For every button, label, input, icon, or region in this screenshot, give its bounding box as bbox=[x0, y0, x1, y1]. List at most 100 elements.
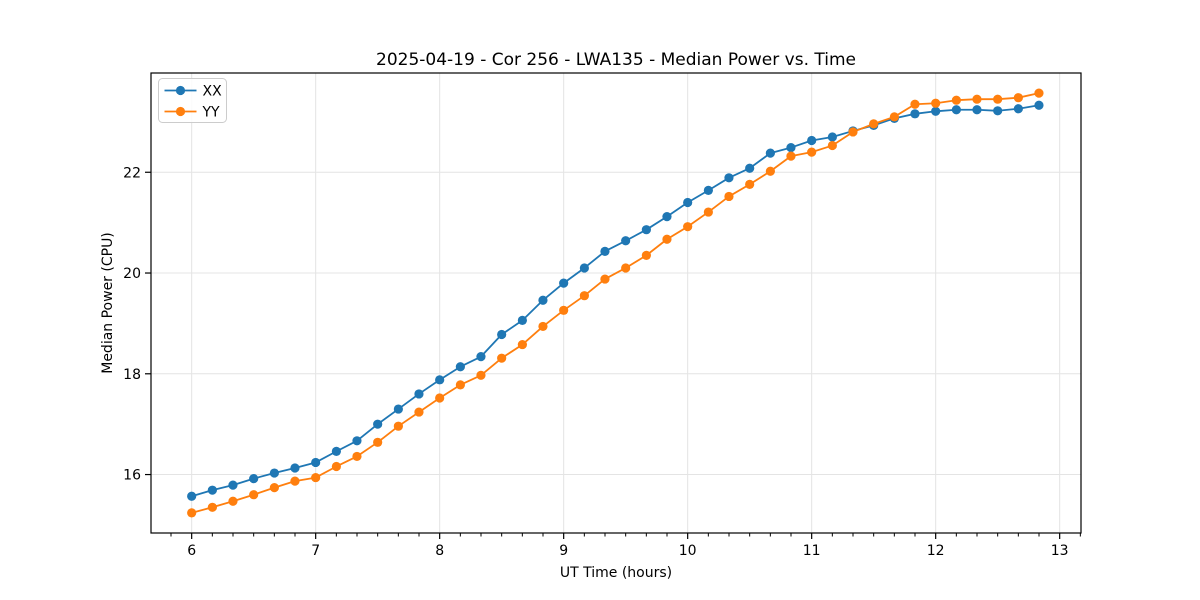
series-yy-marker bbox=[662, 234, 672, 244]
series-yy-marker bbox=[414, 407, 424, 417]
series-xx-marker bbox=[662, 211, 672, 222]
series-xx-marker bbox=[311, 457, 321, 468]
series-xx-marker bbox=[497, 329, 507, 340]
series-yy-marker bbox=[910, 99, 920, 109]
series-yy-marker bbox=[1034, 88, 1044, 98]
series-yy-marker bbox=[724, 191, 734, 202]
series-xx-marker bbox=[910, 109, 920, 119]
series-xx-marker bbox=[290, 463, 300, 473]
y-tick-label: 16 bbox=[123, 468, 141, 484]
series-xx-marker bbox=[951, 105, 961, 115]
series-yy-marker bbox=[207, 502, 217, 512]
x-tick-label: 12 bbox=[927, 543, 945, 559]
series-xx-marker bbox=[600, 246, 610, 256]
legend: XX YY bbox=[158, 78, 227, 123]
axes: 6 7 8 9 10 11 12 13 16 18 20 22 bbox=[123, 72, 1082, 559]
chart-title: 2025-04-19 - Cor 256 - LWA135 - Median P… bbox=[376, 50, 856, 70]
series-xx-marker bbox=[187, 491, 197, 501]
series-xx-marker bbox=[786, 142, 796, 153]
series-yy-marker bbox=[331, 461, 341, 472]
series-xx-marker bbox=[807, 135, 817, 146]
x-tick-label: 7 bbox=[311, 543, 320, 559]
series-yy-marker bbox=[393, 421, 403, 431]
series-xx-marker bbox=[765, 148, 775, 158]
series-yy-marker bbox=[1013, 93, 1023, 103]
series-yy-marker bbox=[435, 393, 445, 403]
y-axis-label: Median Power (CPU) bbox=[100, 232, 116, 374]
series-yy-marker bbox=[269, 483, 279, 493]
series-xx-marker bbox=[331, 446, 341, 456]
series-yy-marker bbox=[311, 472, 321, 483]
series-yy-marker bbox=[703, 207, 713, 217]
series-yy-marker bbox=[951, 95, 961, 105]
y-tick-label: 22 bbox=[123, 165, 141, 181]
series-yy-marker bbox=[579, 291, 589, 301]
x-tick-label: 8 bbox=[435, 543, 444, 559]
series-xx-marker bbox=[641, 225, 651, 235]
data-series bbox=[187, 88, 1044, 518]
series-xx-marker bbox=[993, 106, 1003, 116]
plot-border bbox=[150, 72, 1082, 534]
series-yy-marker bbox=[373, 437, 383, 447]
series-yy-marker bbox=[827, 140, 837, 151]
series-xx-marker bbox=[1013, 104, 1023, 114]
series-yy-marker bbox=[641, 250, 651, 260]
series-xx-marker bbox=[393, 404, 403, 414]
series-yy-marker bbox=[869, 119, 879, 129]
series-yy-line bbox=[191, 92, 1040, 514]
y-tick-label: 20 bbox=[123, 266, 141, 282]
series-xx-marker bbox=[414, 389, 424, 399]
x-axis-label: UT Time (hours) bbox=[560, 565, 672, 581]
series-yy-marker bbox=[352, 451, 362, 462]
series-yy-marker bbox=[621, 263, 631, 273]
series-xx-marker bbox=[435, 375, 445, 385]
series-yy-marker bbox=[497, 353, 507, 363]
series-yy-marker bbox=[476, 370, 486, 380]
series-yy-marker bbox=[538, 321, 548, 332]
series-yy-marker bbox=[517, 339, 527, 350]
series-xx-marker bbox=[621, 236, 631, 246]
series-xx-marker bbox=[455, 362, 465, 372]
series-yy-marker bbox=[559, 305, 569, 315]
x-tick-label: 13 bbox=[1051, 543, 1069, 559]
series-xx-marker bbox=[931, 106, 941, 116]
series-xx-line bbox=[191, 104, 1040, 498]
series-yy-marker bbox=[228, 496, 238, 506]
series-xx-marker bbox=[207, 485, 217, 495]
series-yy-marker bbox=[765, 166, 775, 176]
series-xx-marker bbox=[703, 185, 713, 195]
series-xx-marker bbox=[517, 315, 527, 325]
series-xx-marker bbox=[1034, 100, 1044, 110]
series-xx-marker bbox=[972, 105, 982, 115]
series-yy-marker bbox=[455, 380, 465, 390]
series-xx-marker bbox=[683, 197, 693, 208]
series-xx-marker bbox=[352, 436, 362, 446]
legend-marker-sample bbox=[175, 85, 186, 96]
series-xx-marker bbox=[724, 173, 734, 183]
series-yy-marker bbox=[290, 476, 300, 486]
series-xx-marker bbox=[538, 295, 548, 305]
series-yy-marker bbox=[889, 112, 899, 122]
grid-lines bbox=[151, 73, 1081, 533]
legend-marker-sample bbox=[175, 106, 186, 117]
series-yy-marker bbox=[683, 222, 693, 232]
x-tick-label: 6 bbox=[187, 543, 196, 559]
series-yy-marker bbox=[931, 98, 941, 108]
series-xx-marker bbox=[559, 278, 569, 288]
x-tick-label: 11 bbox=[803, 543, 821, 559]
x-tick-label: 9 bbox=[559, 543, 568, 559]
series-yy-marker bbox=[249, 490, 259, 500]
series-yy-marker bbox=[786, 151, 796, 161]
series-xx-marker bbox=[269, 468, 279, 478]
series-yy-marker bbox=[993, 94, 1003, 104]
series-xx-marker bbox=[827, 132, 837, 142]
series-yy-marker bbox=[807, 147, 817, 157]
series-xx-marker bbox=[373, 419, 383, 429]
series-xx-marker bbox=[579, 263, 589, 273]
x-tick-label: 10 bbox=[679, 543, 697, 559]
series-xx-marker bbox=[249, 473, 259, 484]
series-xx-marker bbox=[228, 480, 238, 490]
series-yy-marker bbox=[187, 508, 197, 518]
